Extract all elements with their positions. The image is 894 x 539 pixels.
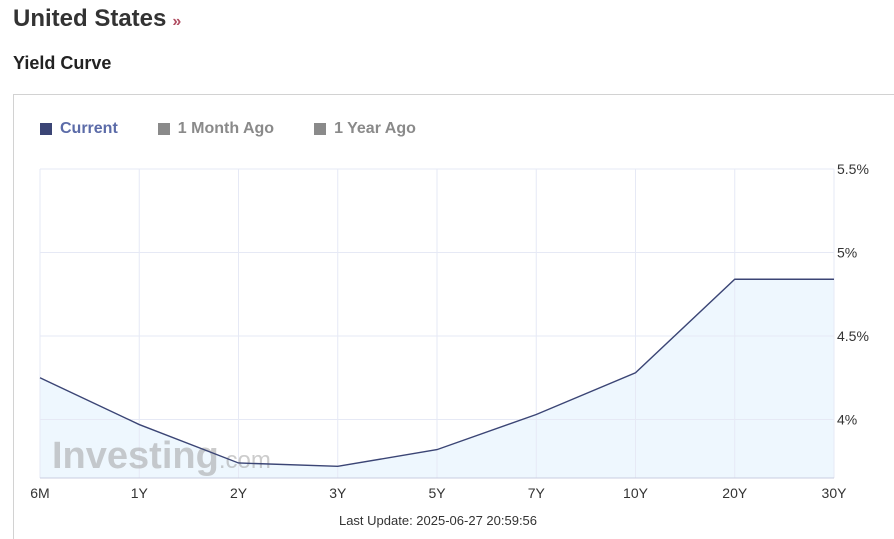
x-tick-label-3y: 3Y <box>329 485 347 501</box>
y-tick-label-5: 5% <box>837 245 857 261</box>
data-point-7y <box>534 413 538 417</box>
legend-swatch-current <box>40 123 52 135</box>
legend-item-1-month-ago[interactable]: 1 Month Ago <box>157 120 275 138</box>
data-point-1y <box>137 423 141 427</box>
x-tick-label-6m: 6M <box>30 485 49 501</box>
data-point-10y <box>634 371 638 375</box>
investing-watermark: Investing.com <box>52 435 271 477</box>
watermark-main: Investing <box>52 435 219 477</box>
data-point-20y <box>733 277 737 281</box>
legend-item-current[interactable]: Current <box>40 120 118 138</box>
x-tick-label-1y: 1Y <box>131 485 149 501</box>
y-tick-label-4-5: 4.5% <box>837 328 869 344</box>
y-tick-label-5-5: 5.5% <box>837 161 869 177</box>
x-tick-label-5y: 5Y <box>428 485 446 501</box>
page-title: United States » <box>13 5 181 33</box>
section-title: Yield Curve <box>13 53 112 73</box>
legend-label-current: Current <box>60 120 118 137</box>
data-point-5y <box>435 448 439 452</box>
legend-swatch-1-month-ago <box>157 123 170 135</box>
chart-panel <box>13 94 894 539</box>
y-tick-label-4: 4% <box>837 412 857 428</box>
country-name: United States <box>13 5 167 32</box>
legend-item-1-year-ago[interactable]: 1 Year Ago <box>314 120 416 138</box>
data-point-30y <box>832 277 836 281</box>
x-tick-label-7y: 7Y <box>528 485 546 501</box>
more-arrow-icon[interactable]: » <box>172 13 182 30</box>
watermark-suffix: .com <box>219 447 271 474</box>
legend-label-1-year-ago: 1 Year Ago <box>334 120 416 137</box>
last-update-text: Last Update: 2025-06-27 20:59:56 <box>338 513 538 528</box>
legend-swatch-1-year-ago <box>314 123 327 135</box>
x-tick-label-30y: 30Y <box>822 485 848 501</box>
x-tick-label-2y: 2Y <box>230 485 248 501</box>
data-point-2y <box>237 461 241 465</box>
x-tick-label-20y: 20Y <box>722 485 748 501</box>
x-tick-label-10y: 10Y <box>623 485 649 501</box>
data-point-6m <box>38 376 42 380</box>
legend-label-1-month-ago: 1 Month Ago <box>177 120 275 137</box>
data-point-3y <box>336 464 340 468</box>
chart-legend: Current 1 Month Ago 1 Year Ago <box>40 120 416 138</box>
series-line-current <box>39 278 834 468</box>
